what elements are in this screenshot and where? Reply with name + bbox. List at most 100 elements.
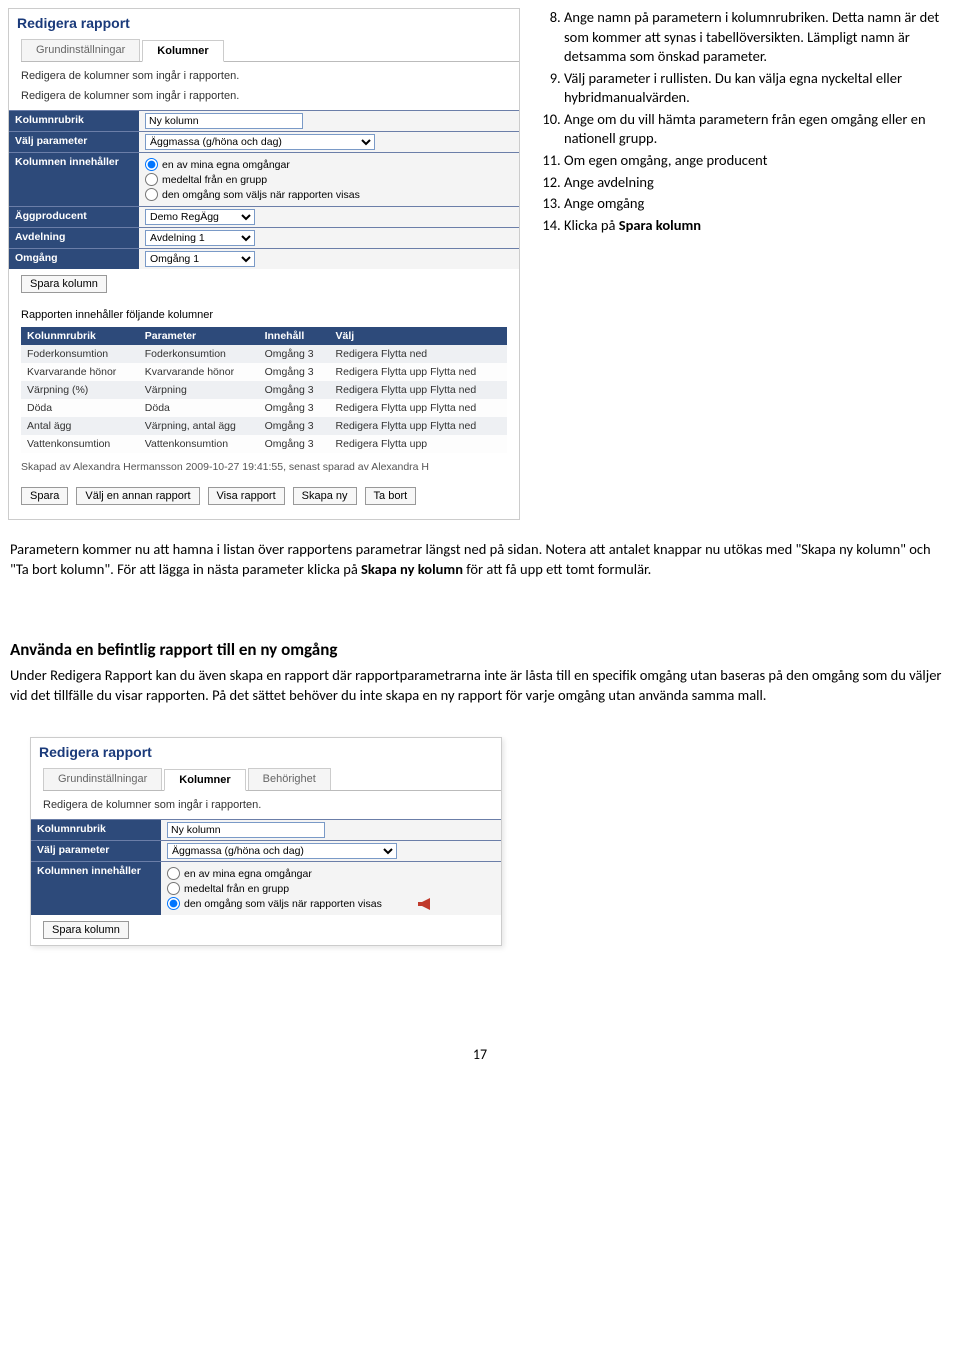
tab2-behorighet[interactable]: Behörighet	[248, 768, 331, 790]
table-cell[interactable]: Redigera Flytta upp Flytta ned	[330, 417, 507, 435]
spara-kolumn-button-2[interactable]: Spara kolumn	[43, 921, 129, 939]
radio-den-omgang[interactable]	[145, 188, 158, 201]
label-aggproducent: Äggproducent	[9, 207, 139, 227]
input-kolumnrubrik[interactable]	[145, 113, 303, 129]
arrow-icon	[390, 898, 430, 910]
table-cell[interactable]: Redigera Flytta ned	[330, 345, 507, 363]
select-omgang[interactable]: Omgång 1	[145, 251, 255, 267]
table-row: Värpning (%)VärpningOmgång 3Redigera Fly…	[21, 381, 507, 399]
table-row: Antal äggVärpning, antal äggOmgång 3Redi…	[21, 417, 507, 435]
table-cell: Vattenkonsumtion	[21, 435, 139, 453]
instruction-item: Klicka på Spara kolumn	[564, 216, 952, 236]
panel-title: Redigera rapport	[9, 9, 519, 39]
table-cell[interactable]: Redigera Flytta upp	[330, 435, 507, 453]
table-cell[interactable]: Redigera Flytta upp Flytta ned	[330, 363, 507, 381]
select2-valj-parameter[interactable]: Äggmassa (g/höna och dag)	[167, 843, 397, 859]
radio-egna-omgangar[interactable]	[145, 158, 158, 171]
label-kolumnrubrik: Kolumnrubrik	[9, 111, 139, 131]
table-cell: Värpning (%)	[21, 381, 139, 399]
table-cell: Omgång 3	[259, 345, 330, 363]
label-omgang: Omgång	[9, 249, 139, 269]
table-cell: Döda	[139, 399, 259, 417]
table-cell: Antal ägg	[21, 417, 139, 435]
instruction-item: Välj parameter i rullisten. Du kan välja…	[564, 69, 952, 108]
table-cell: Omgång 3	[259, 435, 330, 453]
radio2-label-3: den omgång som väljs när rapporten visas	[184, 898, 382, 910]
radio-group-2: en av mina egna omgångar medeltal från e…	[167, 864, 430, 913]
intro-text-2b: Redigera de kolumner som ingår i rapport…	[31, 791, 501, 819]
label-valj-parameter: Välj parameter	[9, 132, 139, 152]
table-cell: Omgång 3	[259, 381, 330, 399]
action-button[interactable]: Välj en annan rapport	[76, 487, 199, 505]
table-row: DödaDödaOmgång 3Redigera Flytta upp Flyt…	[21, 399, 507, 417]
label-avdelning: Avdelning	[9, 228, 139, 248]
tab-kolumner[interactable]: Kolumner	[142, 40, 223, 62]
table-cell: Foderkonsumtion	[21, 345, 139, 363]
instruction-list: Ange namn på parametern i kolumnrubriken…	[520, 8, 952, 520]
th-kolunmrubrik: Kolunmrubrik	[21, 327, 139, 345]
radio2-label-2: medeltal från en grupp	[184, 883, 289, 895]
table-cell[interactable]: Redigera Flytta upp Flytta ned	[330, 399, 507, 417]
radio2-egna[interactable]	[167, 867, 180, 880]
tab2-kolumner[interactable]: Kolumner	[164, 769, 245, 791]
action-button[interactable]: Ta bort	[365, 487, 417, 505]
table-cell: Omgång 3	[259, 417, 330, 435]
screenshot-redigera-rapport-1: Redigera rapport Grundinställningar Kolu…	[8, 8, 520, 520]
page-number: 17	[0, 1046, 960, 1083]
select-aggproducent[interactable]: Demo RegÄgg	[145, 209, 255, 225]
instruction-item: Ange namn på parametern i kolumnrubriken…	[564, 8, 952, 67]
tabs-2: Grundinställningar Kolumner Behörighet	[43, 768, 501, 791]
instruction-item: Om egen omgång, ange producent	[564, 151, 952, 171]
action-button[interactable]: Visa rapport	[208, 487, 285, 505]
select-valj-parameter[interactable]: Äggmassa (g/höna och dag)	[145, 134, 375, 150]
radio-label-2: medeltal från en grupp	[162, 174, 267, 186]
panel-title-2: Redigera rapport	[31, 738, 501, 768]
radio-medeltal[interactable]	[145, 173, 158, 186]
table-cell: Döda	[21, 399, 139, 417]
radio2-label-1: en av mina egna omgångar	[184, 868, 312, 880]
bottom-button-row: Spara Välj en annan rapport Visa rapport Sk…	[9, 481, 519, 519]
radio-label-3: den omgång som väljs när rapporten visas	[162, 189, 360, 201]
action-button[interactable]: Skapa ny	[293, 487, 357, 505]
select-avdelning[interactable]: Avdelning 1	[145, 230, 255, 246]
table-cell[interactable]: Redigera Flytta upp Flytta ned	[330, 381, 507, 399]
table-cell: Vattenkonsumtion	[139, 435, 259, 453]
spara-kolumn-button[interactable]: Spara kolumn	[21, 275, 107, 293]
label2-kolumnen-innehaller: Kolumnen innehåller	[31, 862, 161, 915]
screenshot-redigera-rapport-2: Redigera rapport Grundinställningar Kolu…	[30, 737, 502, 946]
label2-valj-parameter: Välj parameter	[31, 841, 161, 861]
table-cell: Omgång 3	[259, 399, 330, 417]
screenshot-footer: Skapad av Alexandra Hermansson 2009-10-2…	[9, 453, 519, 481]
table-cell: Kvarvarande hönor	[21, 363, 139, 381]
radio-group-innehaller: en av mina egna omgångar medeltal från e…	[145, 155, 360, 204]
table-row: Kvarvarande hönorKvarvarande hönorOmgång…	[21, 363, 507, 381]
table-row: FoderkonsumtionFoderkonsumtionOmgång 3Re…	[21, 345, 507, 363]
label2-kolumnrubrik: Kolumnrubrik	[31, 820, 161, 840]
instruction-item: Ange omgång	[564, 194, 952, 214]
instruction-item: Ange avdelning	[564, 173, 952, 193]
table-row: VattenkonsumtionVattenkonsumtionOmgång 3…	[21, 435, 507, 453]
heading-anvanda-befintlig: Använda en befintlig rapport till en ny …	[10, 639, 950, 662]
tabs: Grundinställningar Kolumner	[21, 39, 519, 62]
tab-grundinstallningar[interactable]: Grundinställningar	[21, 39, 140, 61]
radio2-medeltal[interactable]	[167, 882, 180, 895]
table-cell: Kvarvarande hönor	[139, 363, 259, 381]
radio2-den-omgang[interactable]	[167, 897, 180, 910]
th-innehall: Innehåll	[259, 327, 330, 345]
tab2-grundinstallningar[interactable]: Grundinställningar	[43, 768, 162, 790]
table-cell: Foderkonsumtion	[139, 345, 259, 363]
th-parameter: Parameter	[139, 327, 259, 345]
paragraph-2: Under Redigera Rapport kan du även skapa…	[10, 666, 950, 705]
instruction-item: Ange om du vill hämta parametern från eg…	[564, 110, 952, 149]
label-kolumnen-innehaller: Kolumnen innehåller	[9, 153, 139, 206]
paragraph-1: Parametern kommer nu att hamna i listan …	[10, 540, 950, 579]
intro-text-2: Redigera de kolumner som ingår i rapport…	[9, 90, 519, 110]
intro-text-1: Redigera de kolumner som ingår i rapport…	[9, 62, 519, 90]
subhead-kolumner: Rapporten innehåller följande kolumner	[9, 299, 519, 327]
table-cell: Värpning	[139, 381, 259, 399]
action-button[interactable]: Spara	[21, 487, 68, 505]
th-valj: Välj	[330, 327, 507, 345]
table-cell: Omgång 3	[259, 363, 330, 381]
input2-kolumnrubrik[interactable]	[167, 822, 325, 838]
radio-label-1: en av mina egna omgångar	[162, 159, 290, 171]
